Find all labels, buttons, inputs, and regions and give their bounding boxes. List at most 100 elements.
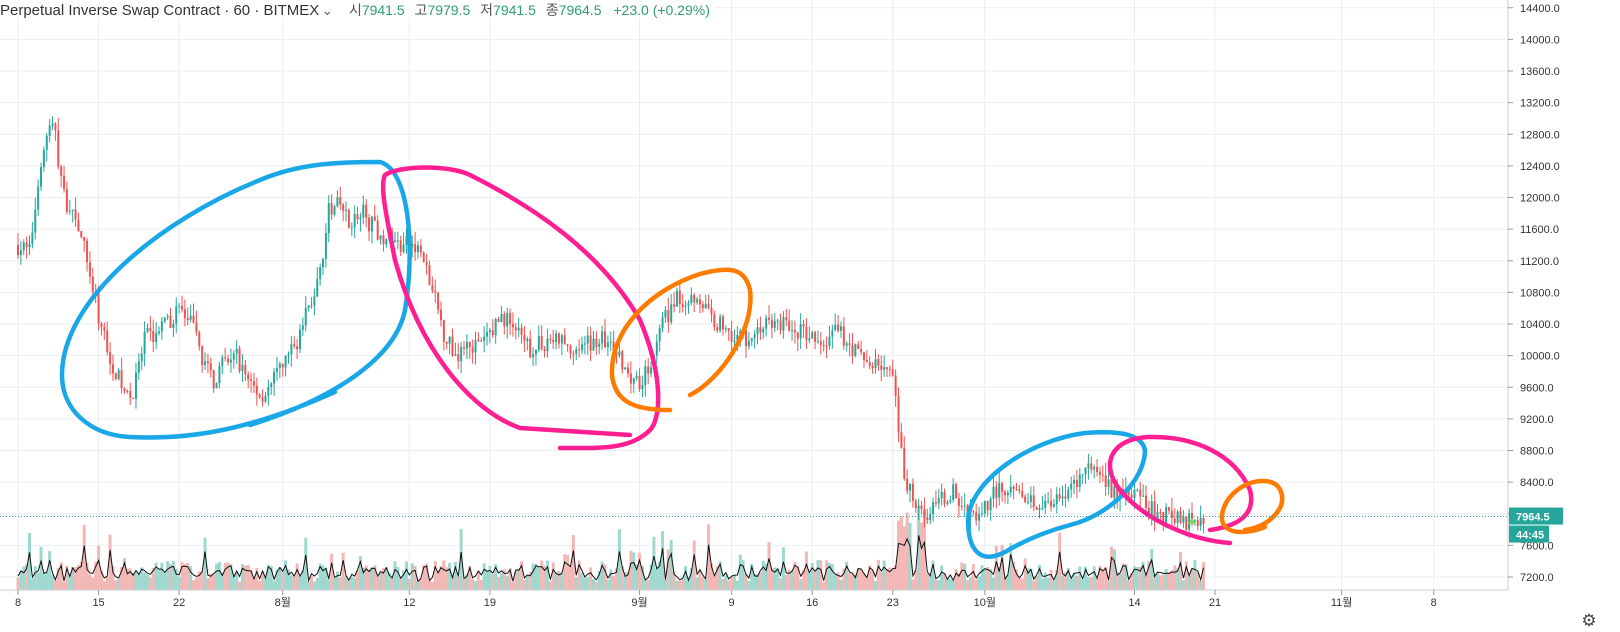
price-tick-label: 7200.0 [1520,572,1554,584]
candle-body [324,233,327,259]
volume-bar [712,574,716,590]
open-value: 7941.5 [361,2,405,18]
volume-bar [606,579,610,590]
candle-body [106,330,109,352]
time-tick-label: 22 [173,597,185,609]
volume-bar [1000,544,1004,590]
candle-body [1193,520,1196,522]
volume-bar [174,568,178,590]
volume-bar [980,565,984,590]
candle-body [868,362,871,367]
volume-bar [721,578,725,590]
candle-body [943,491,946,504]
volume-bar [62,581,66,590]
volume-bar [856,568,860,590]
volume-bar [623,572,627,590]
volume-bar [888,567,892,590]
last-price-badge-label: 7964.5 [1516,512,1550,524]
candle-body [678,290,681,305]
candle-body [532,354,535,358]
candle-body [1159,512,1162,514]
volume-bar [390,577,394,590]
volume-bar [1155,573,1159,590]
volume-bar [974,579,978,590]
volume-bar [776,567,780,590]
volume-bar [1132,566,1136,590]
volume-bar [663,579,667,590]
volume-bar [724,574,728,590]
volume-bar [983,569,987,590]
volume-bar [373,565,377,590]
candle-body [883,367,886,370]
candle-body [313,296,316,306]
candle-body [514,327,517,331]
candle-body [465,341,468,349]
candle-body [615,351,618,356]
symbol-title[interactable]: Perpetual Inverse Swap Contract · 60 · B… [0,2,320,19]
candle-body [382,235,385,245]
volume-bar [396,566,400,590]
candle-body [1087,463,1090,469]
candle-body [54,123,57,131]
candle-body [284,355,287,368]
candle-timer-badge [1509,525,1549,543]
volume-bar [284,560,288,590]
candle-body [316,278,319,297]
candle-body [1064,496,1067,499]
volume-bar [442,560,446,590]
candle-body [517,327,520,331]
volume-bar [307,581,311,590]
candle-body [1116,486,1119,500]
price-axis[interactable]: 7200.07600.08000.08400.08800.09200.09600… [1507,0,1560,590]
volume-bar [905,512,909,590]
volume-bar [646,579,650,590]
candle-body [825,345,828,347]
time-axis[interactable]: 8 15 22 8월 12 19 9월 9 16 23 10월 14 21 11월 8 [0,589,1508,609]
volume-bar [272,581,276,590]
volume-bar [266,564,270,590]
candle-body [690,295,693,304]
volume-bar [669,540,673,590]
volume-bar [917,507,921,590]
volume-bar [902,526,906,590]
annotation-pink-circle-2 [1107,434,1254,546]
candle-body [932,502,935,515]
chevron-down-icon[interactable]: ⌄ [321,2,334,18]
volume-bar [402,570,406,590]
candle-body [549,338,552,340]
volume-bar [157,569,161,590]
volume-bar [871,570,875,590]
volume-bar [781,547,785,590]
volume-bar [120,567,124,590]
volume-bar [379,572,383,590]
volume-bar [868,565,872,590]
volume-bar [298,575,302,590]
candle-body [509,313,512,324]
candle-body [129,391,132,398]
volume-bar [1176,568,1180,590]
volume-bar [836,572,840,590]
candle-body [534,349,537,355]
volume-bar [589,567,593,590]
volume-bar [525,575,529,590]
volume-bar [338,577,342,590]
candle-body [425,262,428,266]
volume-bar [1098,565,1102,590]
candle-body [278,363,281,369]
candle-body [992,486,995,499]
volume-bar [310,576,314,590]
gear-icon[interactable]: ⚙ [1581,611,1597,630]
volume-bar [91,577,95,590]
time-tick-label: 14 [1128,597,1140,609]
volume-bar [505,576,509,590]
candle-body [1067,489,1070,499]
volume-bar [773,567,777,590]
candle-body [972,511,975,513]
candle-body [235,348,238,354]
candle-body [865,360,868,363]
candle-body [146,328,149,332]
volume-bar [1170,570,1174,590]
candle-body [1113,486,1116,498]
candle-body [710,307,713,315]
